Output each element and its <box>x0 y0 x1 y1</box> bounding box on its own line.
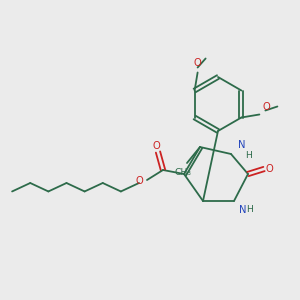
Text: O: O <box>152 141 160 151</box>
Text: O: O <box>265 164 273 174</box>
Text: H: H <box>246 206 253 214</box>
Text: N: N <box>239 205 247 215</box>
Text: H: H <box>245 151 252 160</box>
Text: O: O <box>135 176 143 186</box>
Text: O: O <box>262 101 270 112</box>
Text: N: N <box>238 140 245 150</box>
Text: O: O <box>194 58 202 68</box>
Text: CH₃: CH₃ <box>175 168 191 177</box>
